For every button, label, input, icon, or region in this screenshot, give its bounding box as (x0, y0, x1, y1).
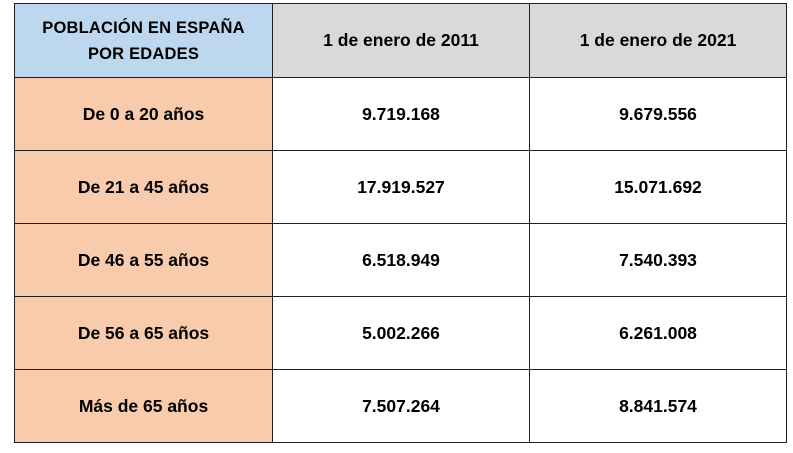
value-2021: 8.841.574 (529, 369, 787, 443)
header-col-2021: 1 de enero de 2021 (529, 3, 787, 78)
row-label: De 21 a 45 años (14, 150, 273, 224)
value-2011: 5.002.266 (272, 296, 530, 370)
value-2021: 15.071.692 (529, 150, 787, 224)
population-table: POBLACIÓN EN ESPAÑA POR EDADES 1 de ener… (14, 3, 787, 443)
header-title-line2: POR EDADES (87, 44, 200, 63)
row-label: Más de 65 años (14, 369, 273, 443)
value-2011: 17.919.527 (272, 150, 530, 224)
row-label: De 46 a 55 años (14, 223, 273, 297)
header-title-cell: POBLACIÓN EN ESPAÑA POR EDADES (14, 3, 273, 78)
table-row: Más de 65 años 7.507.264 8.841.574 (14, 369, 787, 443)
value-2021: 7.540.393 (529, 223, 787, 297)
table-row: De 46 a 55 años 6.518.949 7.540.393 (14, 223, 787, 297)
header-title-line1: POBLACIÓN EN ESPAÑA (42, 18, 245, 37)
table-row: De 0 a 20 años 9.719.168 9.679.556 (14, 77, 787, 151)
table-row: De 56 a 65 años 5.002.266 6.261.008 (14, 296, 787, 370)
value-2011: 7.507.264 (272, 369, 530, 443)
value-2011: 9.719.168 (272, 77, 530, 151)
table-row: De 21 a 45 años 17.919.527 15.071.692 (14, 150, 787, 224)
value-2011: 6.518.949 (272, 223, 530, 297)
value-2021: 9.679.556 (529, 77, 787, 151)
header-row: POBLACIÓN EN ESPAÑA POR EDADES 1 de ener… (14, 3, 787, 78)
value-2021: 6.261.008 (529, 296, 787, 370)
row-label: De 56 a 65 años (14, 296, 273, 370)
row-label: De 0 a 20 años (14, 77, 273, 151)
header-col-2011: 1 de enero de 2011 (272, 3, 530, 78)
